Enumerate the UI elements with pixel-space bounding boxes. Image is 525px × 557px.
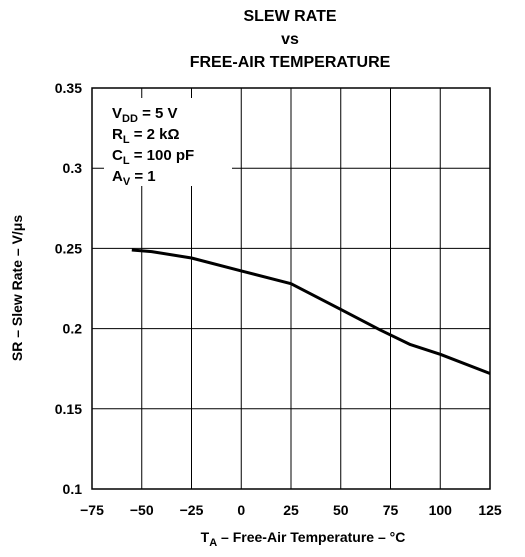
x-tick-label-0: −75 (80, 502, 104, 518)
x-tick-label-1: −50 (130, 502, 154, 518)
grid-lines (91, 87, 491, 490)
y-tick-label-4: 0.3 (63, 160, 83, 176)
condition-vdd: VDD = 5 V (112, 105, 178, 125)
x-tick-labels: −75 −50 −25 0 25 50 75 100 125 (80, 502, 502, 518)
y-tick-labels: 0.1 0.15 0.2 0.25 0.3 0.35 (55, 80, 82, 497)
x-tick-label-8: 125 (478, 502, 502, 518)
x-tick-label-4: 25 (283, 502, 299, 518)
y-tick-label-3: 0.25 (55, 240, 82, 256)
x-axis-label: TA – Free-Air Temperature – °C (201, 529, 406, 549)
x-tick-label-5: 50 (333, 502, 349, 518)
y-axis-label: SR – Slew Rate – V/μs (9, 215, 25, 362)
y-tick-label-0: 0.1 (63, 481, 83, 497)
x-tick-label-2: −25 (180, 502, 204, 518)
series-line-0 (131, 248, 491, 375)
chart-title-line-1: SLEW RATE (243, 8, 336, 25)
x-tick-label-7: 100 (429, 502, 453, 518)
y-tick-label-5: 0.35 (55, 80, 82, 96)
chart-title-line-3: FREE-AIR TEMPERATURE (190, 54, 391, 71)
y-tick-label-1: 0.15 (55, 401, 82, 417)
condition-rl: RL = 2 kΩ (112, 126, 180, 146)
conditions-box (104, 98, 232, 186)
series-layer (131, 248, 491, 375)
x-tick-label-3: 0 (237, 502, 245, 518)
condition-av: AV = 1 (112, 168, 156, 188)
plot-frame (91, 87, 491, 490)
chart-title-line-2: vs (281, 31, 299, 48)
x-tick-label-6: 75 (383, 502, 399, 518)
condition-cl: CL = 100 pF (112, 147, 194, 167)
y-tick-label-2: 0.2 (63, 321, 83, 337)
